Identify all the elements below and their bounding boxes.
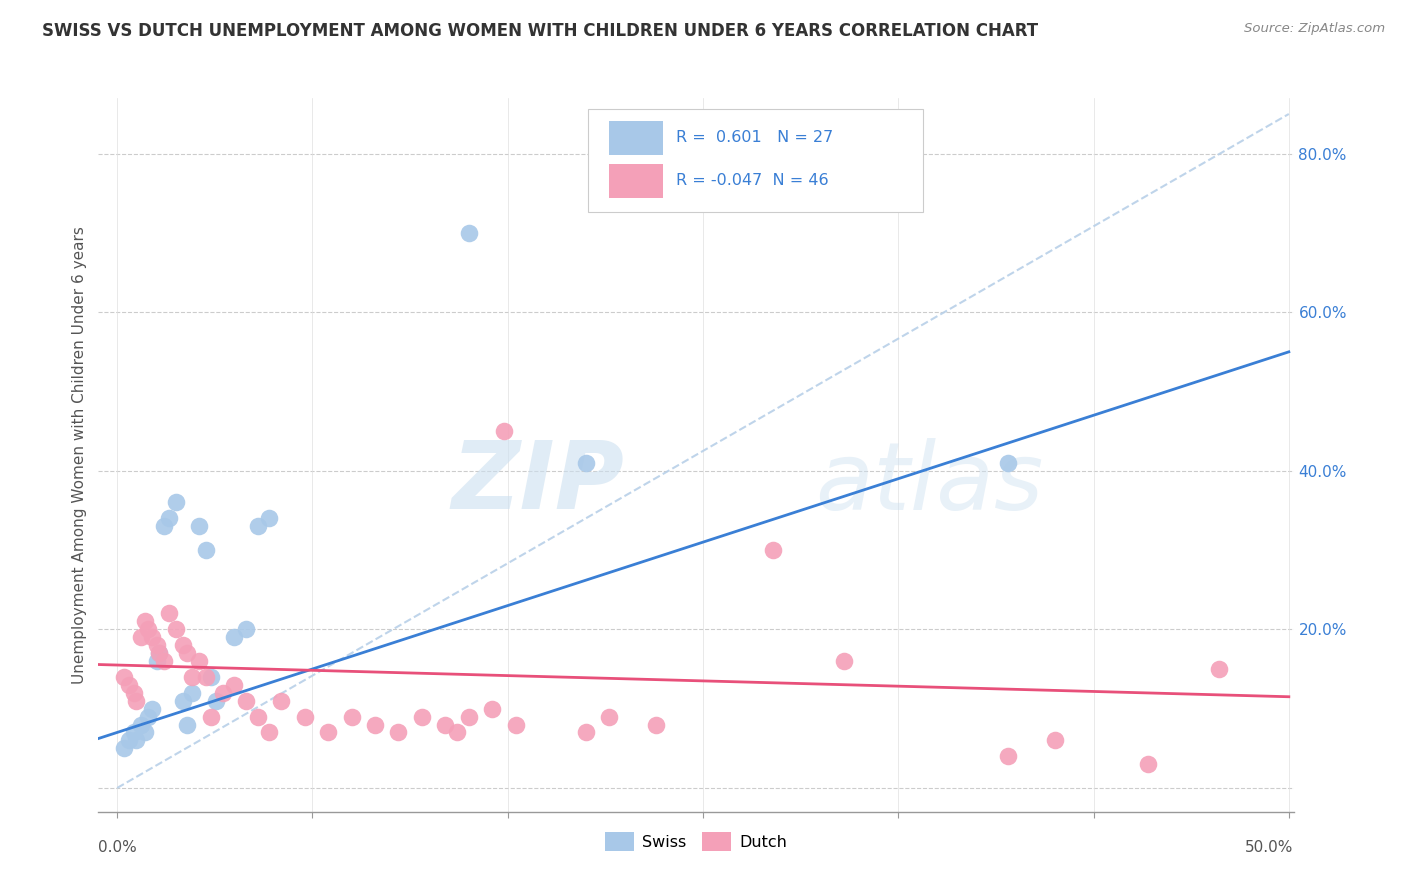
Point (165, 623, 187, 637)
Point (181, 670, 204, 684)
Point (492, 424, 515, 438)
Point (294, 709, 316, 723)
Point (446, 725, 468, 739)
Point (136, 709, 159, 723)
Point (1137, 757, 1160, 772)
Point (122, 686, 145, 700)
Point (172, 694, 194, 708)
Point (129, 630, 152, 644)
Y-axis label: Unemployment Among Women with Children Under 6 years: Unemployment Among Women with Children U… (72, 226, 87, 684)
Point (211, 686, 233, 700)
Point (832, 654, 855, 668)
Point (176, 717, 198, 731)
Point (125, 733, 148, 747)
Text: R =  0.601   N = 27: R = 0.601 N = 27 (676, 130, 832, 145)
Text: ZIP: ZIP (451, 437, 624, 530)
Point (575, 725, 598, 739)
Point (598, 709, 620, 723)
Text: atlas: atlas (815, 438, 1043, 529)
Point (148, 646, 170, 660)
Point (134, 615, 156, 629)
Point (575, 456, 598, 470)
Point (141, 630, 163, 644)
Point (259, 725, 281, 739)
Point (200, 709, 222, 723)
Point (188, 654, 211, 668)
Point (316, 725, 339, 739)
Point (112, 670, 135, 684)
Point (122, 725, 145, 739)
Point (224, 630, 246, 644)
Point (195, 543, 218, 558)
Point (204, 694, 226, 708)
Point (136, 623, 159, 637)
Point (505, 717, 527, 731)
Point (645, 717, 668, 731)
Point (270, 694, 292, 708)
Point (153, 654, 176, 668)
Point (125, 694, 148, 708)
Point (246, 519, 269, 533)
Point (118, 733, 141, 747)
Point (181, 686, 204, 700)
Point (195, 670, 218, 684)
Point (112, 741, 135, 756)
Point (457, 226, 479, 240)
Point (146, 654, 169, 668)
Point (157, 607, 180, 621)
Text: 50.0%: 50.0% (1246, 840, 1294, 855)
Point (157, 511, 180, 525)
Point (762, 543, 785, 558)
Point (165, 495, 187, 509)
Text: Source: ZipAtlas.com: Source: ZipAtlas.com (1244, 22, 1385, 36)
Point (188, 519, 211, 533)
Text: R = -0.047  N = 46: R = -0.047 N = 46 (676, 173, 828, 187)
Point (148, 646, 170, 660)
Point (176, 646, 198, 660)
Point (235, 623, 257, 637)
Point (200, 670, 222, 684)
Bar (609, 121, 662, 155)
Point (153, 519, 176, 533)
Point (457, 709, 479, 723)
Point (364, 717, 387, 731)
Point (146, 638, 169, 652)
Legend: Swiss, Dutch: Swiss, Dutch (599, 826, 793, 857)
Point (118, 678, 141, 692)
Point (411, 709, 433, 723)
Bar (609, 164, 662, 198)
Point (1043, 733, 1066, 747)
Point (997, 456, 1019, 470)
Point (434, 717, 457, 731)
Point (387, 725, 409, 739)
Point (141, 701, 163, 715)
Point (997, 749, 1019, 764)
Point (235, 694, 257, 708)
Point (134, 725, 156, 739)
Point (340, 709, 363, 723)
Text: SWISS VS DUTCH UNEMPLOYMENT AMONG WOMEN WITH CHILDREN UNDER 6 YEARS CORRELATION : SWISS VS DUTCH UNEMPLOYMENT AMONG WOMEN … (42, 22, 1038, 40)
Point (172, 638, 194, 652)
Point (224, 678, 246, 692)
Point (259, 511, 281, 525)
Point (1208, 662, 1230, 676)
Text: 0.0%: 0.0% (98, 840, 138, 855)
Point (129, 717, 152, 731)
Point (246, 709, 269, 723)
Point (481, 701, 503, 715)
FancyBboxPatch shape (588, 109, 922, 212)
